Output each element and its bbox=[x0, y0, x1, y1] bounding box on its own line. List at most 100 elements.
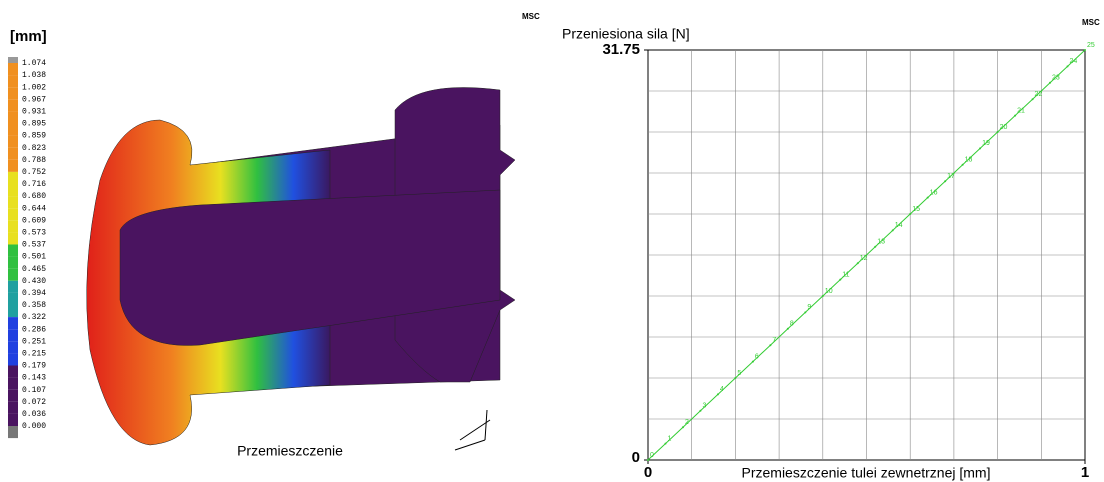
point-label: 13 bbox=[877, 239, 885, 246]
swatch bbox=[8, 305, 18, 318]
level-label: 0.322 bbox=[22, 313, 46, 322]
point bbox=[664, 442, 667, 445]
point bbox=[996, 131, 999, 133]
point bbox=[786, 327, 789, 330]
point-label: 9 bbox=[807, 304, 811, 311]
y-tick-label: 0 bbox=[632, 449, 640, 466]
level-label: 0.036 bbox=[22, 410, 46, 419]
level-label: 0.072 bbox=[22, 398, 46, 407]
level-label: 0.358 bbox=[22, 301, 46, 310]
level-label: 0.107 bbox=[22, 386, 46, 395]
point bbox=[1031, 98, 1034, 101]
point-label: 10 bbox=[825, 288, 833, 295]
swatch bbox=[8, 184, 18, 197]
point bbox=[961, 163, 964, 166]
point bbox=[734, 377, 737, 379]
point bbox=[647, 459, 649, 461]
level-label: 0.143 bbox=[22, 374, 46, 383]
level-label: 0.931 bbox=[22, 108, 46, 117]
level-label: 0.179 bbox=[22, 362, 46, 371]
point-label: 1 bbox=[667, 435, 671, 442]
point bbox=[856, 262, 859, 265]
x-tick-label: 1 bbox=[1081, 464, 1089, 481]
point bbox=[926, 196, 929, 199]
swatch bbox=[8, 123, 18, 136]
level-label: 0.895 bbox=[22, 120, 46, 129]
swatch bbox=[8, 389, 18, 402]
swatch bbox=[8, 341, 18, 354]
point bbox=[891, 229, 894, 232]
swatch bbox=[8, 329, 18, 342]
point-label: 14 bbox=[895, 222, 903, 229]
level-label: 1.074 bbox=[22, 59, 46, 68]
level-label: 0.752 bbox=[22, 168, 46, 177]
point bbox=[769, 344, 772, 347]
point bbox=[821, 295, 824, 297]
point bbox=[909, 213, 912, 215]
swatch bbox=[8, 377, 18, 390]
point-label: 3 bbox=[702, 403, 706, 410]
point-label: 25 bbox=[1087, 42, 1095, 49]
point-label: 4 bbox=[720, 386, 724, 393]
swatch bbox=[8, 171, 18, 184]
level-label: 0.251 bbox=[22, 337, 46, 346]
level-label: 1.038 bbox=[22, 71, 46, 80]
point-label: 2 bbox=[685, 419, 689, 426]
chart: MSC Przeniesiona sila [N] Przemieszczeni… bbox=[562, 18, 1100, 481]
point bbox=[1049, 81, 1052, 84]
level-label: 0.609 bbox=[22, 216, 46, 225]
level-label: 0.967 bbox=[22, 95, 46, 104]
point bbox=[874, 245, 877, 248]
point bbox=[839, 278, 842, 281]
level-label: 0.286 bbox=[22, 325, 46, 334]
point-label: 7 bbox=[772, 337, 776, 344]
point bbox=[979, 147, 982, 150]
swatch bbox=[8, 244, 18, 257]
swatch bbox=[8, 353, 18, 366]
point bbox=[681, 426, 684, 429]
point-label: 16 bbox=[930, 189, 938, 196]
swatch bbox=[8, 75, 18, 88]
point-label: 12 bbox=[860, 255, 868, 262]
unit-label: [mm] bbox=[10, 28, 47, 45]
y-tick-label: 31.75 bbox=[602, 41, 640, 58]
point-label: 17 bbox=[947, 173, 955, 180]
y-axis-label: Przeniesiona sila [N] bbox=[562, 26, 690, 42]
swatch bbox=[8, 208, 18, 221]
level-label: 0.644 bbox=[22, 204, 46, 213]
point-label: 11 bbox=[842, 271, 849, 278]
swatch bbox=[8, 426, 18, 439]
point bbox=[699, 409, 702, 412]
point-label: 24 bbox=[1070, 58, 1078, 65]
swatch bbox=[8, 256, 18, 269]
colorbar: 1.074 1.038 1.002 0.967 0.931 0.895 0.859 0.823… bbox=[8, 57, 46, 439]
point-label: 6 bbox=[755, 353, 759, 360]
series-line bbox=[647, 49, 1086, 461]
x-tick-label: 0 bbox=[644, 464, 652, 481]
caption: Przemieszczenie bbox=[237, 443, 343, 459]
level-label: 0.823 bbox=[22, 144, 46, 153]
logo: MSC bbox=[522, 12, 540, 21]
logo: MSC bbox=[1082, 18, 1100, 27]
swatch bbox=[8, 280, 18, 293]
point bbox=[804, 311, 807, 314]
level-label: 0.430 bbox=[22, 277, 46, 286]
swatch bbox=[8, 57, 18, 66]
swatch bbox=[8, 135, 18, 148]
point-label: 22 bbox=[1035, 91, 1043, 98]
swatch bbox=[8, 365, 18, 378]
level-label: 0.537 bbox=[22, 241, 46, 250]
swatch bbox=[8, 87, 18, 100]
point-label: 15 bbox=[912, 206, 920, 213]
point bbox=[1014, 114, 1017, 117]
level-label: 0.465 bbox=[22, 265, 46, 274]
point bbox=[1084, 49, 1086, 51]
fem-model bbox=[86, 87, 516, 451]
point-label: 18 bbox=[965, 157, 973, 164]
swatch bbox=[8, 317, 18, 330]
swatch bbox=[8, 63, 18, 76]
level-label: 0.215 bbox=[22, 350, 46, 359]
point-label: 0 bbox=[650, 452, 654, 459]
x-axis-label: Przemieszczenie tulei zewnetrznej [mm] bbox=[742, 465, 991, 481]
